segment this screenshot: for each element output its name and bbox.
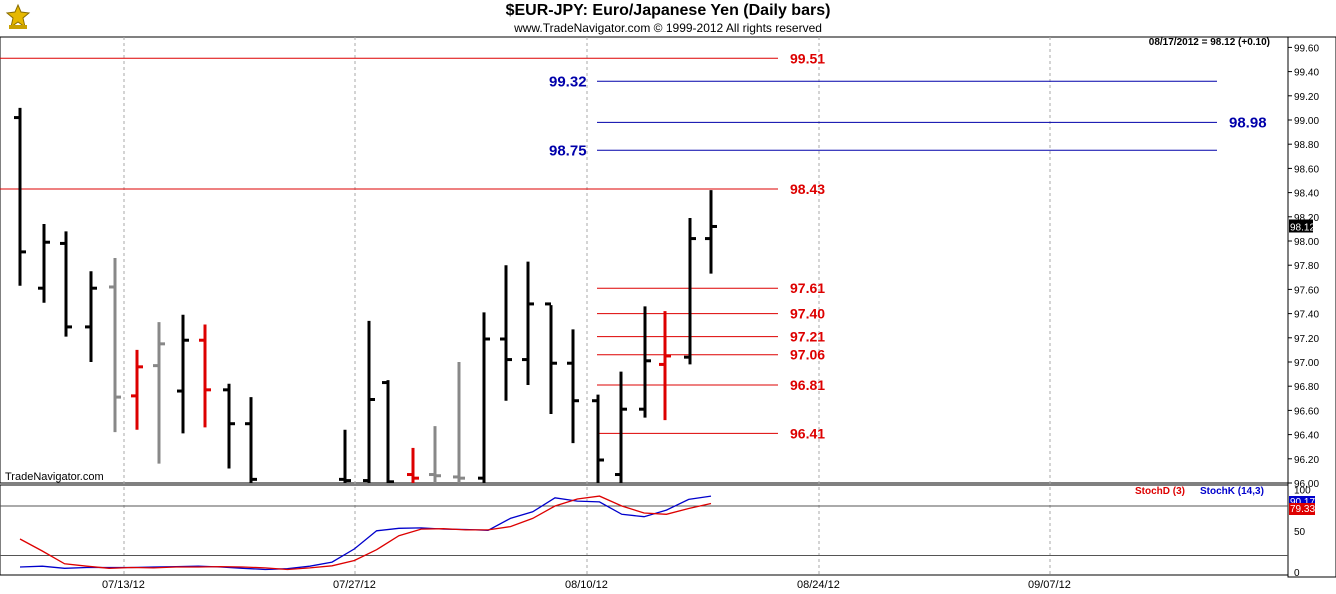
stoch-series-line (19, 495, 712, 571)
stochk-last-box (1289, 496, 1315, 507)
stoch-tick-label: 0 (1294, 568, 1300, 579)
level-label: 96.41 (790, 425, 825, 441)
y-tick-label: 97.00 (1294, 358, 1319, 369)
last-price-label: 98.12 (1290, 222, 1315, 233)
level-label: 97.61 (790, 280, 825, 296)
level-label: 97.21 (790, 329, 825, 345)
x-tick-label: 08/10/12 (565, 579, 608, 591)
level-label: 97.40 (790, 306, 825, 322)
level-label: 98.43 (790, 181, 825, 197)
axis-strip (1287, 36, 1336, 578)
x-tick-label: 09/07/12 (1028, 579, 1071, 591)
stoch-tick-label: 100 (1294, 486, 1311, 497)
y-tick-label: 99.40 (1294, 68, 1319, 79)
y-tick-label: 98.20 (1294, 213, 1319, 224)
chart-title: $EUR-JPY: Euro/Japanese Yen (Daily bars) (505, 2, 831, 19)
level-label: 98.98 (1229, 114, 1267, 131)
y-tick-label: 99.00 (1294, 116, 1319, 127)
x-tick-label: 07/13/12 (102, 579, 145, 591)
level-label: 98.75 (549, 142, 587, 159)
y-tick-label: 97.80 (1294, 261, 1319, 272)
y-tick-label: 98.40 (1294, 189, 1319, 200)
y-tick-label: 99.20 (1294, 92, 1319, 103)
legend-stochk: StochK (14,3) (1200, 486, 1264, 497)
y-tick-label: 97.20 (1294, 334, 1319, 345)
y-tick-label: 96.40 (1294, 431, 1319, 442)
stochd-last-box (1289, 503, 1315, 515)
level-label: 97.06 (790, 347, 825, 363)
level-label: 96.81 (790, 377, 825, 393)
tradenavigator-logo-icon (5, 3, 31, 29)
y-tick-label: 97.60 (1294, 285, 1319, 296)
stoch-panel-frame (0, 484, 1289, 576)
y-tick-label: 96.20 (1294, 455, 1319, 466)
stochd-last-label: 79.33 (1290, 504, 1315, 515)
y-tick-label: 98.00 (1294, 237, 1319, 248)
y-tick-label: 97.40 (1294, 310, 1319, 321)
y-tick-label: 98.80 (1294, 140, 1319, 151)
legend-stochd: StochD (3) (1135, 486, 1185, 497)
x-tick-label: 07/27/12 (333, 579, 376, 591)
level-label: 99.51 (790, 50, 825, 66)
y-tick-label: 99.60 (1294, 43, 1319, 54)
watermark: TradeNavigator.com (5, 471, 104, 483)
y-tick-label: 98.60 (1294, 164, 1319, 175)
last-price-box (1289, 219, 1313, 233)
x-tick-label: 08/24/12 (797, 579, 840, 591)
y-tick-label: 96.80 (1294, 382, 1319, 393)
y-tick-label: 96.60 (1294, 406, 1319, 417)
y-tick-label: 96.00 (1294, 479, 1319, 490)
stoch-tick-label: 50 (1294, 527, 1306, 538)
last-price-note: 08/17/2012 = 98.12 (+0.10) (1148, 37, 1270, 48)
chart-copyright: www.TradeNavigator.com © 1999-2012 All r… (514, 21, 822, 35)
stochk-last-label: 90.17 (1290, 497, 1315, 508)
level-label: 99.32 (549, 73, 587, 90)
